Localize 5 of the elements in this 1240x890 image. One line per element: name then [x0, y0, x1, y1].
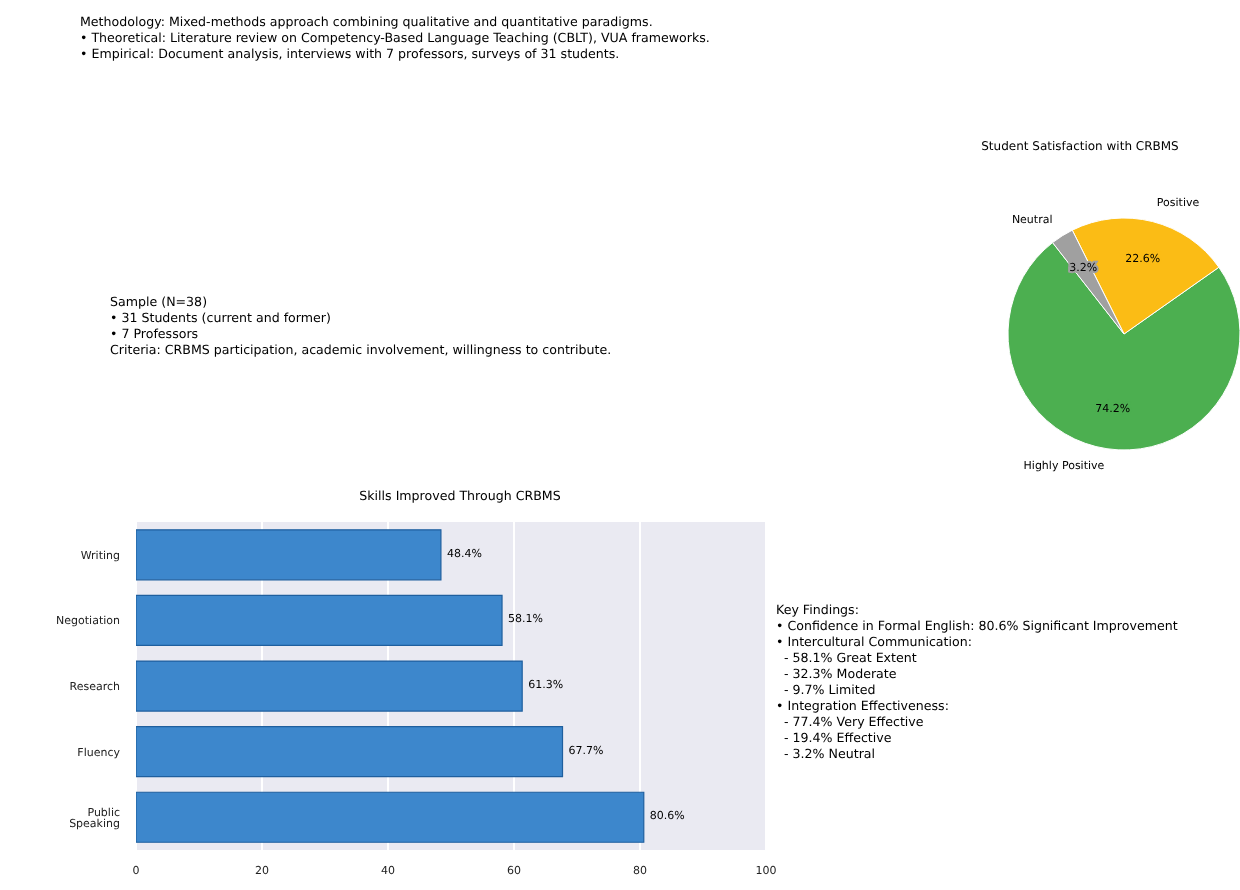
bar: [136, 726, 564, 778]
bar: [136, 660, 523, 712]
bar: [136, 594, 503, 647]
bar: [136, 529, 442, 581]
bar: [136, 791, 645, 843]
